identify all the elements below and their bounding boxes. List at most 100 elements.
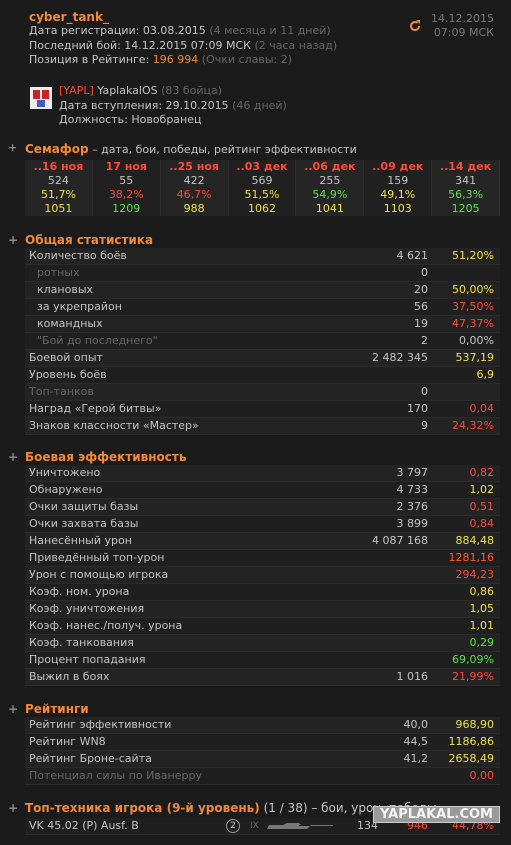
semaphore-column: ..16 ноя 524 51,7% 1051 bbox=[25, 160, 93, 216]
stat-value: 37,50% bbox=[452, 300, 494, 313]
stat-label: Рейтинг Броне-сайта bbox=[29, 752, 152, 765]
stat-label: Рейтинг WN8 bbox=[29, 735, 106, 748]
stat-value: 0,51 bbox=[469, 500, 495, 513]
stat-row: Уровень боёв 6,9 bbox=[25, 367, 500, 384]
stat-row: командных 19 47,37% bbox=[25, 316, 500, 333]
stat-label: Коэф. нанес./получ. урона bbox=[29, 619, 183, 632]
stat-count: 44,5 bbox=[403, 735, 429, 748]
stat-label: Боевой опыт bbox=[29, 351, 103, 364]
stat-label: клановых bbox=[37, 283, 94, 296]
tank-battles: 134 bbox=[357, 819, 378, 832]
stats-section: + Рейтинги Рейтинг эффективности 40,0 968,90… bbox=[8, 701, 500, 785]
sem-battles: 341 bbox=[455, 174, 477, 187]
stat-count: 4 621 bbox=[396, 249, 429, 262]
username[interactable]: cyber_tank_ bbox=[29, 10, 109, 24]
sem-rating: 1041 bbox=[315, 202, 344, 215]
sem-date: ..14 дек bbox=[439, 160, 492, 173]
refresh-icon[interactable] bbox=[408, 19, 422, 33]
expand-toggle[interactable]: + bbox=[8, 450, 19, 464]
stat-row: Боевой опыт 2 482 345 537,19 bbox=[25, 350, 500, 367]
sem-battles: 422 bbox=[183, 174, 205, 187]
stat-label: Коэф. уничтожения bbox=[29, 602, 145, 615]
stat-row: Коэф. ном. урона 0,86 bbox=[25, 584, 500, 601]
stat-count: 0 bbox=[421, 385, 428, 398]
stat-value: 51,20% bbox=[452, 249, 494, 262]
sem-winrate: 56,3% bbox=[448, 188, 484, 201]
sem-rating: 1205 bbox=[451, 202, 480, 215]
stat-row: Процент попадания 69,09% bbox=[25, 652, 500, 669]
stat-row: Уничтожено 3 797 0,82 bbox=[25, 465, 500, 482]
stat-row: Приведённый топ-урон 1281,16 bbox=[25, 550, 500, 567]
stat-value: 0,82 bbox=[469, 466, 495, 479]
stat-row: Количество боёв 4 621 51,20% bbox=[25, 248, 500, 265]
stat-count: 0 bbox=[421, 266, 428, 279]
stat-value: 1186,86 bbox=[448, 735, 495, 748]
sem-battles: 255 bbox=[319, 174, 341, 187]
info-line: Дата регистрации: 03.08.2015 (4 месяца и… bbox=[29, 24, 337, 39]
stat-label: Выжил в боях bbox=[29, 670, 110, 683]
clan-name[interactable]: YaplakalOS bbox=[97, 84, 158, 97]
stat-value: 0,00 bbox=[469, 769, 495, 782]
stat-label: Нанесённый урон bbox=[29, 534, 132, 547]
info-text: Позиция в Рейтинге: bbox=[29, 53, 150, 66]
stat-value: 1,01 bbox=[469, 619, 495, 632]
expand-toggle[interactable]: + bbox=[8, 702, 19, 716]
stats-section: + Боевая эффективность Уничтожено 3 797 0,82… bbox=[8, 449, 500, 686]
stat-label: командных bbox=[37, 317, 103, 330]
time: 07:09 МСК bbox=[433, 26, 494, 39]
expand-toggle[interactable]: + bbox=[8, 233, 19, 247]
stat-row: клановых 20 50,00% bbox=[25, 282, 500, 299]
stat-row: Коэф. уничтожения 1,05 bbox=[25, 601, 500, 618]
stat-value: 1,05 bbox=[469, 602, 495, 615]
sem-winrate: 38,2% bbox=[108, 188, 144, 201]
stat-count: 1 016 bbox=[396, 670, 429, 683]
stat-row: Выжил в боях 1 016 21,99% bbox=[25, 669, 500, 686]
stat-value: 1281,16 bbox=[448, 551, 495, 564]
stat-value: 2658,49 bbox=[448, 752, 495, 765]
stat-label: Очки защиты базы bbox=[29, 500, 139, 513]
stat-count: 4 733 bbox=[396, 483, 429, 496]
stat-count: 2 482 345 bbox=[372, 351, 428, 364]
stat-label: Приведённый топ-урон bbox=[29, 551, 165, 564]
sem-date: 17 ноя bbox=[105, 160, 147, 173]
clan-info: [YAPL] YaplakalOS (83 бойца) Дата вступл… bbox=[59, 84, 287, 128]
sem-battles: 569 bbox=[251, 174, 273, 187]
semaphore-table: ..16 ноя 524 51,7% 1051 17 ноя 55 38,2% 1209 ..2… bbox=[25, 160, 501, 216]
stat-count: 41,2 bbox=[403, 752, 429, 765]
top-tech-title: Топ-техника игрока (9-й уровень) bbox=[25, 801, 260, 815]
top-tech: + Топ-техника игрока (9-й уровень) (1 / 3… bbox=[8, 800, 500, 835]
join-age: (46 дней) bbox=[232, 98, 287, 112]
sem-battles: 55 bbox=[119, 174, 134, 187]
stat-value: 6,9 bbox=[476, 368, 495, 381]
sem-battles: 524 bbox=[47, 174, 69, 187]
info-note: (4 месяца и 11 дней) bbox=[209, 24, 331, 37]
stat-label: Рейтинг эффективности bbox=[29, 718, 172, 731]
update-time: 14.12.2015 07:09 МСК bbox=[431, 12, 494, 40]
sem-rating: 1103 bbox=[383, 202, 412, 215]
stat-value: 884,48 bbox=[455, 534, 495, 547]
rating-position: 196 994 bbox=[152, 53, 199, 66]
stat-row: Наград «Герой битвы» 170 0,04 bbox=[25, 401, 500, 418]
stat-label: за укрепрайон bbox=[37, 300, 122, 313]
sem-date: ..09 дек bbox=[372, 160, 424, 173]
section-title: Боевая эффективность bbox=[25, 450, 187, 464]
sem-winrate: 54,9% bbox=[312, 188, 348, 201]
stat-row: Нанесённый урон 4 087 168 884,48 bbox=[25, 533, 500, 550]
date: 14.12.2015 bbox=[431, 12, 494, 25]
tank-icon bbox=[267, 823, 333, 829]
stat-row: Очки защиты базы 2 376 0,51 bbox=[25, 499, 500, 516]
sem-rating: 1051 bbox=[44, 202, 73, 215]
stat-label: Уничтожено bbox=[29, 466, 101, 479]
stat-row: "Бой до последнего" 2 0,00% bbox=[25, 333, 500, 350]
stat-label: Уровень боёв bbox=[29, 368, 107, 381]
clan-size: (83 бойца) bbox=[161, 84, 223, 97]
info-note: (Очки славы: 2) bbox=[201, 53, 292, 66]
stat-label: Процент попадания bbox=[29, 653, 146, 666]
stats-rows: Рейтинг эффективности 40,0 968,90 Рейтинг W… bbox=[25, 717, 500, 785]
stat-value: 21,99% bbox=[452, 670, 494, 683]
section-header: + Рейтинги bbox=[8, 701, 500, 717]
sem-rating: 1062 bbox=[248, 202, 276, 215]
clan-tag[interactable]: [YAPL] bbox=[59, 84, 94, 97]
stat-label: Топ-танков bbox=[29, 385, 94, 398]
